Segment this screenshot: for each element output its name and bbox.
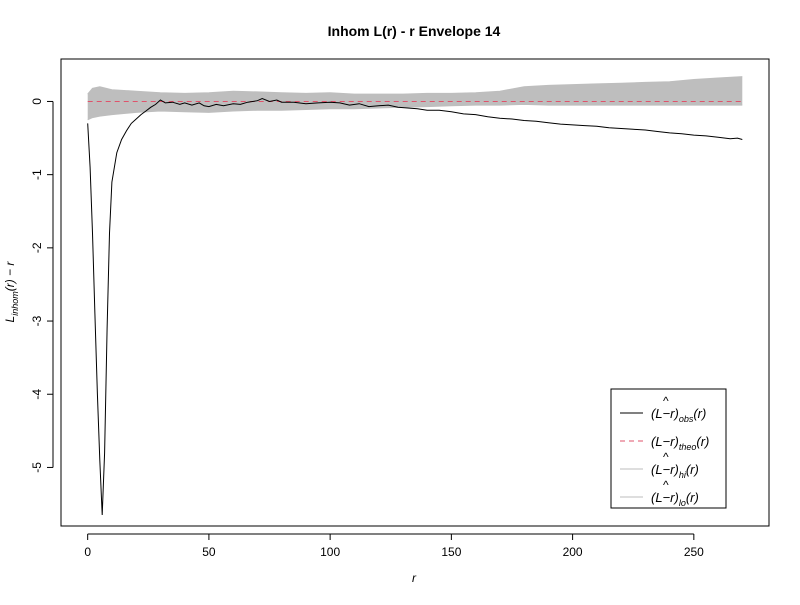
y-tick-label: -5: [30, 462, 44, 473]
legend-label-hi: (L−r)hi(r): [651, 462, 699, 480]
series-lo-line: [87, 103, 743, 121]
legend-item-theo: (L−r)theo(r): [620, 434, 709, 452]
series-hi-line: [87, 76, 743, 95]
svg-text:Linhom(r) − r: Linhom(r) − r: [3, 261, 20, 323]
legend-hat-hi: ^: [663, 450, 669, 464]
x-axis-title: r: [412, 571, 417, 585]
legend-hat-lo: ^: [663, 478, 669, 492]
legend-label-obs: (L−r)obs(r): [651, 406, 706, 424]
legend-item-hi: (L−r)hi(r)^: [620, 450, 699, 480]
envelope-band: [87, 76, 743, 120]
x-tick-label: 50: [202, 545, 216, 559]
series-layer: [87, 97, 743, 516]
x-tick-label: 100: [320, 545, 340, 559]
y-tick-label: -2: [30, 242, 44, 253]
y-tick-label: -1: [30, 169, 44, 180]
legend-box: [610, 388, 727, 509]
series-obs-line: [87, 97, 743, 516]
chart-title: Inhom L(r) - r Envelope 14: [328, 23, 501, 39]
legend-hat-obs: ^: [663, 394, 669, 408]
legend-item-lo: (L−r)lo(r)^: [620, 478, 699, 508]
axis-layer: 0 50 100 150 200 250 0 -1 -2 -3 -4 -5: [30, 98, 704, 559]
y-tick-label: -4: [30, 389, 44, 400]
plot-frame: [60, 58, 770, 527]
y-axis-title: Linhom(r) − r: [3, 261, 20, 323]
y-tick-label: -3: [30, 315, 44, 326]
x-tick-label: 250: [684, 545, 704, 559]
y-tick-label: 0: [30, 98, 44, 105]
legend: (L−r)obs(r)^(L−r)theo(r)(L−r)hi(r)^(L−r)…: [610, 388, 727, 509]
x-tick-label: 200: [563, 545, 583, 559]
legend-label-theo: (L−r)theo(r): [651, 434, 709, 452]
x-tick-label: 150: [441, 545, 461, 559]
legend-item-obs: (L−r)obs(r)^: [620, 394, 706, 424]
legend-label-lo: (L−r)lo(r): [651, 490, 699, 508]
envelope-layer: [87, 76, 743, 121]
x-tick-label: 0: [84, 545, 91, 559]
